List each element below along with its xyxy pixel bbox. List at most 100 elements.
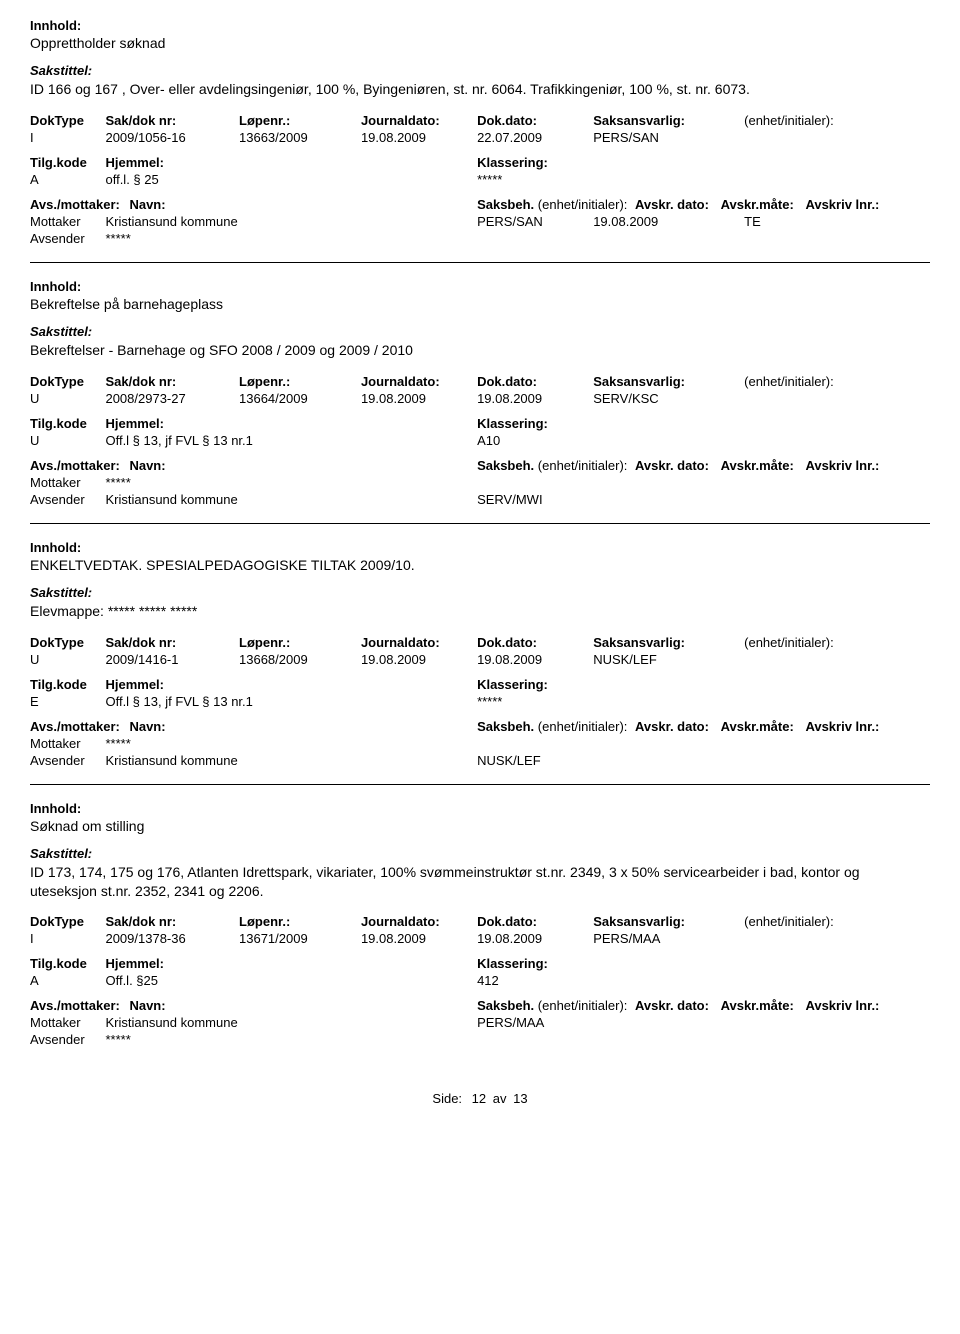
h-avskr-mate: Avskr.måte: [721, 197, 794, 212]
innhold-label: Innhold: [30, 540, 930, 555]
mottaker-value: Kristiansund kommune [105, 1013, 477, 1030]
h-dokdato: Dok.dato: [477, 360, 593, 389]
h-enhet: (enhet/initialer): [744, 900, 930, 929]
v-sakdok: 2009/1416-1 [105, 650, 239, 667]
avsender-label: Avsender [30, 229, 105, 246]
mottaker-value: ***** [105, 473, 930, 490]
h-hjemmel: Hjemmel: [105, 946, 477, 971]
avsender-label: Avsender [30, 1030, 105, 1047]
innhold-label: Innhold: [30, 18, 930, 33]
h-tilgkode: Tilg.kode [30, 946, 105, 971]
mottaker-label: Mottaker [30, 1013, 105, 1030]
h-saksbeh: Saksbeh. [477, 458, 534, 473]
v-saksansvarlig: NUSK/LEF [593, 650, 744, 667]
v-dokdato: 19.08.2009 [477, 929, 593, 946]
h-dokdato: Dok.dato: [477, 99, 593, 128]
v-tilgkode: A [30, 971, 105, 988]
h-avskr-mate: Avskr.måte: [721, 719, 794, 734]
h-lopenr: Løpenr.: [239, 900, 361, 929]
avsender-value: ***** [105, 229, 930, 246]
h-lopenr: Løpenr.: [239, 99, 361, 128]
h-dokdato: Dok.dato: [477, 900, 593, 929]
innhold-label: Innhold: [30, 801, 930, 816]
h-journaldato: Journaldato: [361, 360, 477, 389]
v-dokdato: 19.08.2009 [477, 650, 593, 667]
mottaker-value: Kristiansund kommune [105, 212, 477, 229]
h-saksansvarlig: Saksansvarlig: [593, 99, 744, 128]
h-saksbeh-enhet: (enhet/initialer): [538, 719, 628, 734]
h-enhet: (enhet/initialer): [744, 621, 930, 650]
v-lopenr: 13671/2009 [239, 929, 361, 946]
h-avskr-mate: Avskr.måte: [721, 458, 794, 473]
h-sakdok: Sak/dok nr: [105, 900, 239, 929]
v-klassering: ***** [477, 692, 930, 709]
innhold-text: Opprettholder søknad [30, 35, 930, 51]
h-navn: Navn: [129, 998, 165, 1013]
h-avskr-dato: Avskr. dato: [635, 719, 709, 734]
v-sakdok: 2009/1056-16 [105, 128, 239, 145]
sakstittel-label: Sakstittel: [30, 846, 930, 861]
v-klassering: 412 [477, 971, 930, 988]
v-lopenr: 13664/2009 [239, 389, 361, 406]
h-sakdok: Sak/dok nr: [105, 621, 239, 650]
h-journaldato: Journaldato: [361, 99, 477, 128]
innhold-text: Søknad om stilling [30, 818, 930, 834]
h-avsmottaker: Avs./mottaker: [30, 458, 120, 473]
h-klassering: Klassering: [477, 145, 930, 170]
v-saksbeh: PERS/SAN [477, 212, 593, 229]
h-avskr-dato: Avskr. dato: [635, 998, 709, 1013]
h-enhet: (enhet/initialer): [744, 99, 930, 128]
h-hjemmel: Hjemmel: [105, 145, 477, 170]
h-avsmottaker: Avs./mottaker: [30, 197, 120, 212]
v-journaldato: 19.08.2009 [361, 389, 477, 406]
h-avskriv-lnr: Avskriv lnr.: [805, 998, 879, 1013]
h-saksbeh-enhet: (enhet/initialer): [538, 998, 628, 1013]
h-enhet: (enhet/initialer): [744, 360, 930, 389]
h-doktype: DokType [30, 360, 105, 389]
h-lopenr: Løpenr.: [239, 621, 361, 650]
h-avskriv-lnr: Avskriv lnr.: [805, 719, 879, 734]
v-avskr-mate: TE [744, 212, 930, 229]
v-journaldato: 19.08.2009 [361, 128, 477, 145]
v-dokdato: 22.07.2009 [477, 128, 593, 145]
side-label: Side: [432, 1091, 462, 1106]
h-doktype: DokType [30, 99, 105, 128]
sakstittel-text: ID 173, 174, 175 og 176, Atlanten Idrett… [30, 863, 930, 901]
h-avskriv-lnr: Avskriv lnr.: [805, 197, 879, 212]
v-klassering: ***** [477, 170, 930, 187]
h-journaldato: Journaldato: [361, 621, 477, 650]
v-saksbeh: NUSK/LEF [477, 751, 930, 768]
h-saksbeh: Saksbeh. [477, 719, 534, 734]
v-saksbeh: PERS/MAA [477, 1013, 930, 1030]
journal-entry: Innhold: ENKELTVEDTAK. SPESIALPEDAGOGISK… [30, 540, 930, 785]
h-hjemmel: Hjemmel: [105, 406, 477, 431]
h-saksansvarlig: Saksansvarlig: [593, 360, 744, 389]
page-sep: av [493, 1091, 507, 1106]
h-saksbeh-enhet: (enhet/initialer): [538, 197, 628, 212]
journal-page: Innhold: Opprettholder søknad Sakstittel… [0, 0, 960, 1134]
journal-entry: Innhold: Søknad om stilling Sakstittel: … [30, 801, 930, 1064]
journal-entry: Innhold: Opprettholder søknad Sakstittel… [30, 18, 930, 263]
mottaker-label: Mottaker [30, 473, 105, 490]
h-navn: Navn: [129, 719, 165, 734]
h-avskr-dato: Avskr. dato: [635, 458, 709, 473]
h-navn: Navn: [129, 458, 165, 473]
h-saksbeh: Saksbeh. [477, 998, 534, 1013]
h-saksansvarlig: Saksansvarlig: [593, 900, 744, 929]
mottaker-label: Mottaker [30, 212, 105, 229]
h-avskriv-lnr: Avskriv lnr.: [805, 458, 879, 473]
innhold-text: Bekreftelse på barnehageplass [30, 296, 930, 312]
sakstittel-label: Sakstittel: [30, 324, 930, 339]
v-lopenr: 13663/2009 [239, 128, 361, 145]
v-journaldato: 19.08.2009 [361, 929, 477, 946]
v-avskr-dato: 19.08.2009 [593, 212, 744, 229]
v-hjemmel: Off.l. §25 [105, 971, 477, 988]
v-tilgkode: A [30, 170, 105, 187]
page-total: 13 [513, 1091, 527, 1106]
avsender-label: Avsender [30, 490, 105, 507]
h-saksansvarlig: Saksansvarlig: [593, 621, 744, 650]
avsender-label: Avsender [30, 751, 105, 768]
journal-entry: Innhold: Bekreftelse på barnehageplass S… [30, 279, 930, 524]
mottaker-value: ***** [105, 734, 930, 751]
sakstittel-label: Sakstittel: [30, 585, 930, 600]
